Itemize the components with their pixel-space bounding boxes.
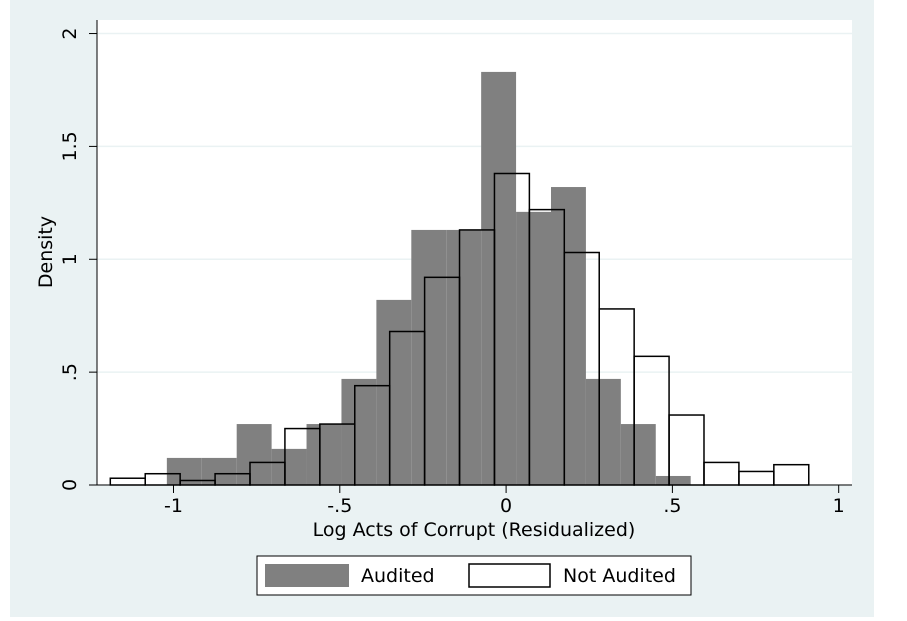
legend-swatch-not-audited xyxy=(468,563,551,588)
legend: Audited Not Audited xyxy=(256,555,692,596)
y-tick-label: 0 xyxy=(59,479,81,491)
bar-audited xyxy=(481,71,517,485)
legend-swatch-audited xyxy=(265,564,349,587)
y-tick-label: 1 xyxy=(59,253,81,265)
bar-audited xyxy=(411,229,447,485)
y-tick-label: .5 xyxy=(59,363,81,381)
y-tick-label: 2 xyxy=(59,27,81,39)
y-axis-ticks: 0 .5 1 1.5 2 xyxy=(59,27,97,491)
bar-audited xyxy=(585,378,621,485)
x-tick-label: 0 xyxy=(500,495,512,517)
bar-audited xyxy=(306,424,342,485)
x-tick-label: .5 xyxy=(663,495,681,517)
y-axis-title: Density xyxy=(35,216,57,288)
bar-audited xyxy=(341,378,377,485)
bar-audited xyxy=(516,211,551,485)
bar-audited xyxy=(620,424,656,485)
legend-label-audited: Audited xyxy=(361,565,435,587)
bar-audited xyxy=(236,424,272,485)
x-tick-label: -1 xyxy=(164,495,183,517)
legend-label-not-audited: Not Audited xyxy=(563,565,676,587)
bar-audited xyxy=(271,448,307,485)
y-tick-label: 1.5 xyxy=(59,131,81,161)
x-tick-label: -.5 xyxy=(327,495,352,517)
bar-audited xyxy=(655,475,691,485)
x-axis-title: Log Acts of Corrupt (Residualized) xyxy=(313,519,636,541)
x-tick-label: 1 xyxy=(833,495,845,517)
bar-audited xyxy=(446,229,482,485)
x-axis-ticks: -1 -.5 0 .5 1 xyxy=(164,485,845,517)
bar-audited xyxy=(376,299,412,485)
audited-series xyxy=(166,71,691,486)
bar-audited xyxy=(550,187,586,486)
